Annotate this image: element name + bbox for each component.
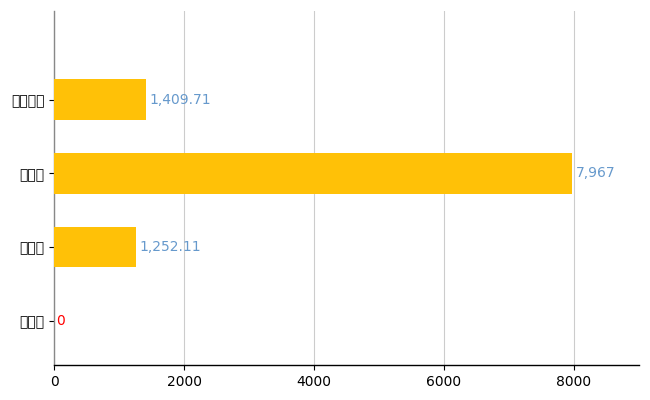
Bar (55, 227, 136, 268)
Bar (55, 79, 146, 120)
Bar (55, 153, 572, 194)
Text: 0: 0 (56, 314, 64, 328)
Text: 7,967: 7,967 (576, 166, 616, 180)
Text: 1,252.11: 1,252.11 (140, 240, 202, 254)
Text: 1,409.71: 1,409.71 (150, 93, 211, 107)
